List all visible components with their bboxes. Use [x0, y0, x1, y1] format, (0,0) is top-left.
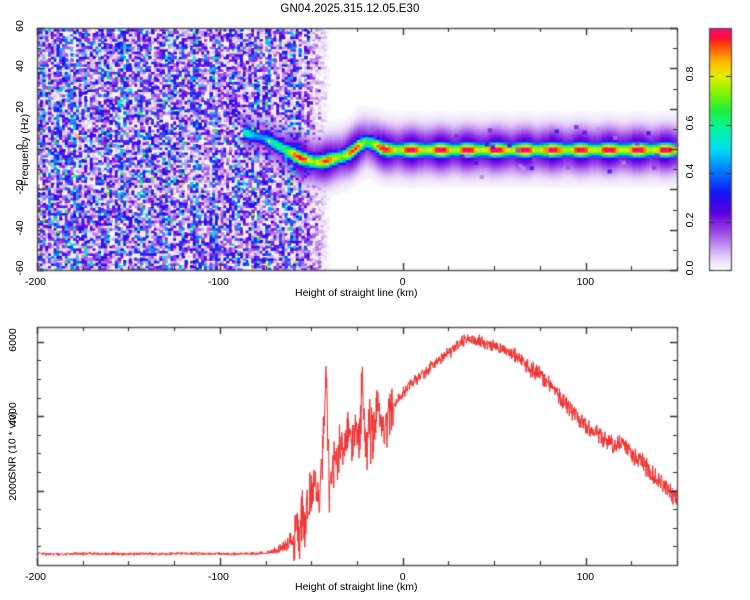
colorbar-tick-0p4: 0.4 [684, 163, 696, 179]
snr-xtick-neg100: -100 [207, 571, 229, 583]
spectrogram-ytick-40: 40 [14, 60, 26, 73]
spectrogram-ytick-neg20: -20 [14, 179, 26, 195]
spectrogram-xtick-0: 0 [399, 276, 406, 288]
colorbar-tick-0p8: 0.8 [684, 67, 696, 82]
snr-xtick-neg200: -200 [25, 571, 47, 583]
snr-ytick-6000: 6000 [7, 328, 19, 352]
spectrogram-xlabel: Height of straight line (km) [295, 287, 418, 299]
snr-ytick-4000: 4000 [7, 402, 19, 426]
snr-xlabel: Height of straight line (km) [295, 581, 418, 593]
spectrogram-xtick-neg200: -200 [25, 276, 47, 288]
spectrogram-plot [0, 0, 750, 300]
snr-plot [0, 300, 750, 600]
colorbar-tick-0p0: 0.0 [684, 260, 696, 276]
spectrogram-ytick-20: 20 [14, 100, 26, 113]
colorbar-tick-0p6: 0.6 [684, 115, 696, 131]
colorbar-tick-0p2: 0.2 [684, 212, 696, 227]
snr-xtick-0: 0 [399, 571, 406, 583]
spectrogram-xtick-neg100: -100 [207, 276, 229, 288]
snr-ytick-2000: 2000 [7, 476, 19, 501]
spectrogram-ytick-neg60: -60 [14, 260, 26, 276]
snr-xtick-100: 100 [576, 571, 595, 583]
spectrogram-ytick-0: 0 [14, 144, 26, 150]
spectrogram-xtick-100: 100 [576, 276, 595, 288]
spectrogram-ytick-60: 60 [14, 20, 26, 32]
spectrogram-ytick-neg40: -40 [14, 220, 26, 236]
